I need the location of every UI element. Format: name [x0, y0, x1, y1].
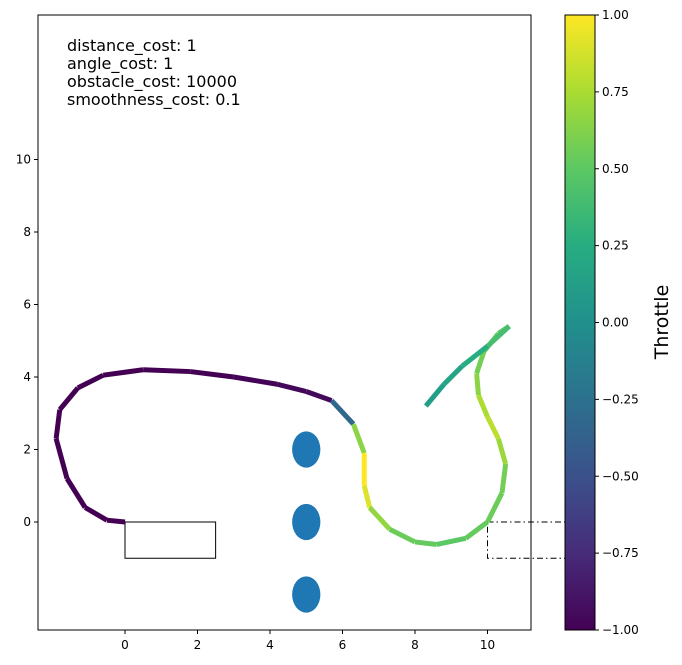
colorbar-gradient [564, 14, 596, 631]
cost-annotations: distance_cost: 1 angle_cost: 1 obstacle_… [67, 36, 241, 110]
obstacle [292, 431, 321, 468]
trajectory-segment [367, 505, 392, 531]
trajectory-segment [495, 437, 509, 465]
trajectory-segment [485, 491, 505, 524]
colorbar-tick-label: 0.75 [602, 85, 629, 99]
y-tick-label: 4 [23, 370, 31, 384]
trajectory-segment [460, 344, 490, 369]
trajectory-segment [485, 324, 511, 349]
y-tick-label: 0 [23, 515, 31, 529]
trajectory-segment [53, 409, 63, 439]
x-tick-label: 2 [194, 638, 202, 652]
annotation-line: distance_cost: 1 [67, 36, 197, 56]
y-tick-label: 10 [16, 153, 31, 167]
trajectory-segment [102, 367, 144, 378]
colorbar-tick-label: 0.50 [602, 162, 629, 176]
trajectory-segment [414, 539, 438, 547]
y-tick-label: 2 [23, 443, 31, 457]
x-tick-label: 8 [411, 638, 419, 652]
colorbar-tick-label: 0.25 [602, 239, 629, 253]
trajectory-segment [106, 517, 126, 525]
trajectory-segment [57, 386, 80, 412]
trajectory-segment [436, 535, 467, 547]
annotation-line: obstacle_cost: 10000 [67, 72, 237, 92]
colorbar-tick-label: −1.00 [602, 623, 639, 637]
annotation-line: smoothness_cost: 0.1 [67, 90, 241, 110]
plot-area: 0 2 4 6 8 10 0 2 4 6 8 10 distance_cost: 1 angle_c… [16, 14, 579, 652]
trajectory-segment [276, 381, 307, 394]
colorbar-label: Throttle [651, 285, 673, 361]
x-tick-label: 6 [339, 638, 347, 652]
trajectory-segment [64, 477, 88, 509]
colorbar-tick-label: −0.75 [602, 546, 639, 560]
x-tick-label: 4 [266, 638, 274, 652]
obstacle [292, 576, 321, 613]
trajectory-segment [464, 520, 489, 541]
colorbar-tick-label: −0.50 [602, 469, 639, 483]
trajectory-segment [499, 463, 509, 494]
trajectory-segment [474, 350, 487, 375]
x-axis-ticks: 0 2 4 6 8 10 [121, 630, 495, 652]
annotation-line: angle_cost: 1 [67, 54, 173, 74]
trajectory-segment [423, 382, 446, 408]
trajectory-segment [83, 505, 109, 523]
y-tick-label: 8 [23, 225, 31, 239]
trajectory-segment [474, 373, 481, 396]
obstacles [292, 431, 321, 613]
plot-frame [37, 14, 532, 631]
trajectory-segment [388, 527, 417, 545]
trajectory-segment [143, 367, 191, 375]
trajectory-segment [485, 415, 501, 440]
obstacle [292, 503, 321, 541]
trajectory-segment [53, 437, 70, 480]
colorbar-tick-label: −0.25 [602, 392, 639, 406]
trajectory-segment [233, 374, 278, 387]
trajectory-segment [442, 364, 464, 387]
trajectory-segment [189, 369, 235, 380]
colorbar-tick-label: 1.00 [602, 8, 629, 22]
y-tick-label: 6 [23, 298, 31, 312]
trajectory-segment [351, 423, 367, 455]
trajectory-segment [305, 389, 333, 403]
trajectory [53, 324, 511, 547]
x-tick-label: 10 [480, 638, 495, 652]
trajectory-segment [329, 398, 356, 426]
y-axis-ticks: 0 2 4 6 8 10 [16, 153, 38, 529]
trajectory-segment [476, 394, 490, 418]
start-box [124, 521, 217, 559]
colorbar-tick-label: 0.00 [602, 316, 629, 330]
trajectory-segment [76, 372, 105, 391]
trajectory-segment [361, 485, 373, 509]
colorbar-ticks: 1.00 0.75 0.50 0.25 0.00 −0.25 −0.50 −0.75 −1.00 [595, 8, 639, 637]
x-tick-label: 0 [121, 638, 129, 652]
colorbar: 1.00 0.75 0.50 0.25 0.00 −0.25 −0.50 −0.75 −1.00… [564, 8, 673, 637]
